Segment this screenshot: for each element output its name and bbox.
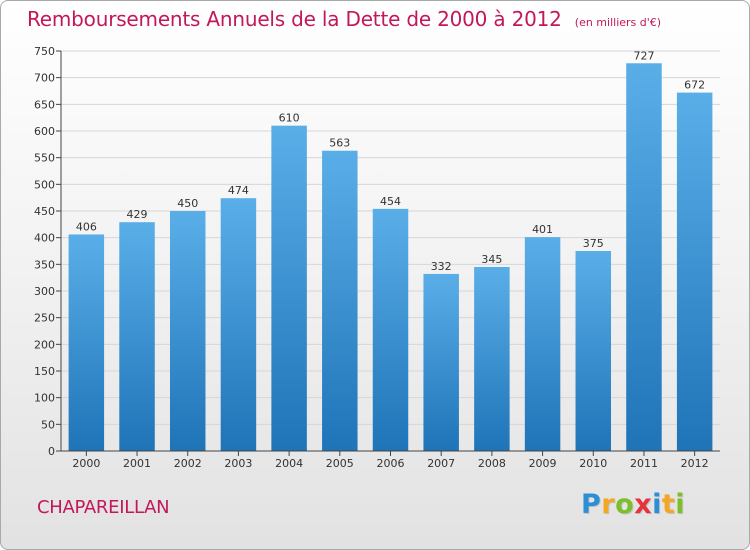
bar-2003 [220, 198, 257, 451]
x-tick-label-2000: 2000 [72, 457, 100, 470]
x-tick-label-2008: 2008 [478, 457, 506, 470]
commune-name: CHAPAREILLAN [37, 497, 170, 518]
y-tick-label: 250 [34, 312, 55, 325]
x-tick-label-2001: 2001 [123, 457, 151, 470]
y-tick-label: 500 [34, 178, 55, 191]
chart-title-main: Remboursements Annuels de la Dette de 20… [27, 7, 562, 31]
y-tick-label: 350 [34, 258, 55, 271]
bar-2002 [169, 211, 206, 451]
bar-value-label-2007: 332 [431, 260, 452, 273]
x-tick-label-2010: 2010 [579, 457, 607, 470]
bar-value-label-2008: 345 [481, 253, 502, 266]
y-tick-label: 600 [34, 125, 55, 138]
y-tick-label: 300 [34, 285, 55, 298]
bar-2010 [575, 251, 612, 451]
y-tick-label: 750 [34, 45, 55, 58]
bar-2004 [271, 125, 307, 452]
x-tick-label-2004: 2004 [275, 457, 303, 470]
bar-layer [68, 63, 713, 452]
bar-value-label-2003: 474 [228, 184, 249, 197]
bar-2009 [524, 237, 561, 451]
bar-value-label-2012: 672 [684, 79, 705, 92]
bar-2008 [474, 267, 510, 451]
y-tick-label: 150 [34, 365, 55, 378]
y-tick-label: 50 [41, 418, 55, 431]
y-tick-label: 200 [34, 338, 55, 351]
bar-value-label-2006: 454 [380, 195, 401, 208]
proxiti-logo: Proxiti [581, 489, 686, 520]
y-tick-label: 700 [34, 72, 55, 85]
bar-value-label-2001: 429 [127, 208, 148, 221]
x-tick-label-2012: 2012 [681, 457, 709, 470]
y-tick-label: 450 [34, 205, 55, 218]
y-tick-label: 650 [34, 98, 55, 111]
bar-2007 [423, 273, 459, 451]
bar-value-label-2000: 406 [76, 220, 97, 233]
bar-value-label-2010: 375 [583, 237, 604, 250]
chart-title: Remboursements Annuels de la Dette de 20… [27, 7, 661, 31]
x-tick-label-2007: 2007 [427, 457, 455, 470]
bar-2011 [626, 63, 662, 452]
x-tick-label-2006: 2006 [377, 457, 405, 470]
bar-value-label-2011: 727 [633, 49, 654, 62]
axis-layer: 0 50 100 150 200 250 300 350 400 450 500 550 600 650 7… [34, 45, 720, 470]
bar-2001 [119, 222, 155, 451]
y-tick-label: 550 [34, 152, 55, 165]
y-tick-label: 100 [34, 392, 55, 405]
bar-2000 [68, 234, 105, 451]
bar-value-label-2002: 450 [177, 197, 198, 210]
bar-2005 [322, 150, 358, 451]
label-layer: 406 429 450 474 610 563 454 332 345 401 375 727 672 [76, 49, 705, 273]
bar-2012 [676, 92, 713, 451]
bar-value-label-2005: 563 [329, 137, 350, 150]
chart-unit-note: (en milliers d'€) [574, 16, 662, 29]
y-tick-label: 0 [48, 445, 55, 458]
bar-2006 [372, 208, 409, 451]
x-tick-label-2009: 2009 [529, 457, 557, 470]
bar-value-label-2004: 610 [279, 112, 300, 125]
x-tick-label-2011: 2011 [630, 457, 658, 470]
x-tick-label-2002: 2002 [174, 457, 202, 470]
x-tick-label-2003: 2003 [224, 457, 252, 470]
x-tick-label-2005: 2005 [326, 457, 354, 470]
bar-value-label-2009: 401 [532, 223, 553, 236]
y-tick-label: 400 [34, 232, 55, 245]
